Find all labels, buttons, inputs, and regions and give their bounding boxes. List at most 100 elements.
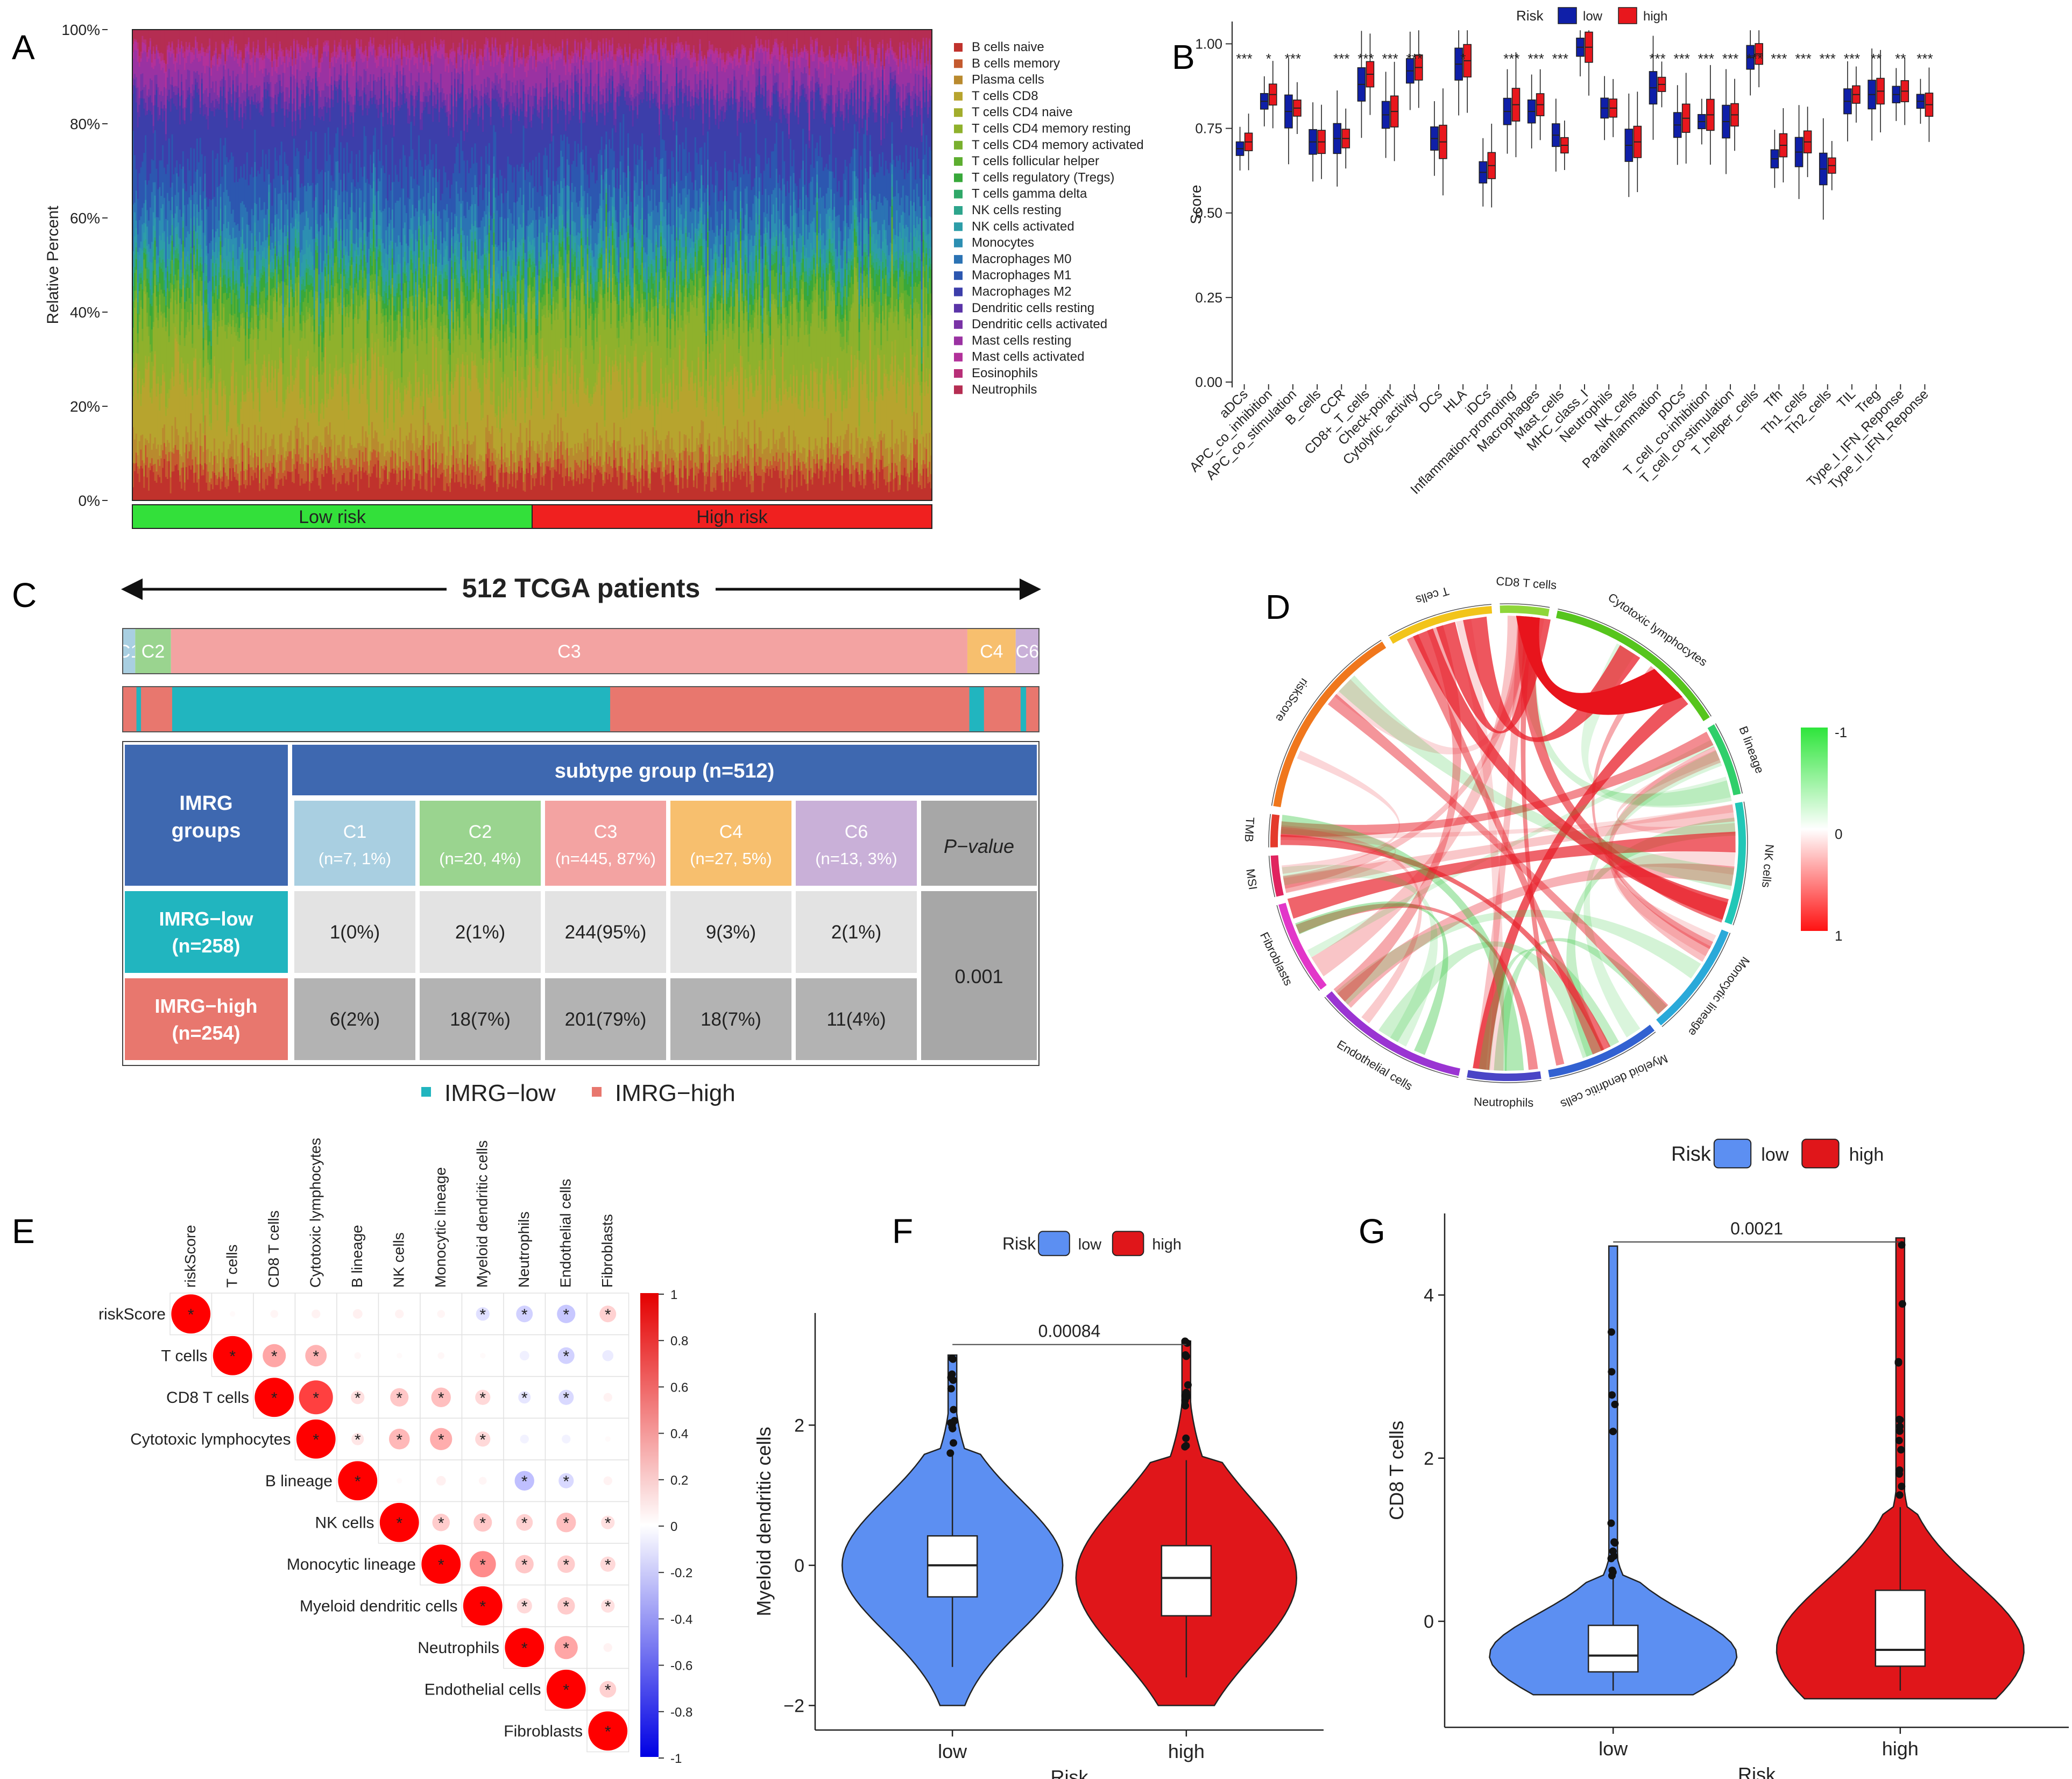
- bar-segment: [137, 455, 139, 467]
- bar-segment: [218, 285, 221, 299]
- bar-segment: [207, 66, 209, 97]
- bar-segment: [343, 58, 345, 81]
- bar-segment: [280, 30, 283, 49]
- bar-segment: [320, 252, 322, 273]
- bar-segment: [279, 479, 281, 501]
- bar-segment: [188, 197, 190, 234]
- bar-segment: [360, 348, 363, 357]
- bar-segment: [148, 58, 150, 89]
- bar-segment: [344, 124, 347, 129]
- bar-segment: [337, 102, 339, 128]
- bar-segment: [318, 425, 320, 454]
- bar-segment: [234, 238, 236, 266]
- bar-segment: [204, 290, 207, 303]
- bar-segment: [299, 323, 302, 330]
- bar-segment: [266, 168, 269, 209]
- bar-segment: [183, 482, 186, 491]
- bar-segment: [330, 62, 333, 77]
- bar-segment: [133, 30, 136, 39]
- bar-segment: [229, 277, 231, 287]
- bar-segment: [220, 30, 222, 54]
- bar-segment: [365, 216, 367, 241]
- bar-segment: [135, 298, 138, 354]
- bar-segment: [252, 480, 254, 501]
- bar-segment: [326, 253, 328, 266]
- bar-segment: [221, 320, 223, 327]
- bar-segment: [287, 117, 289, 166]
- bar-segment: [293, 51, 295, 76]
- bar-segment: [157, 281, 159, 292]
- bar-segment: [183, 345, 186, 382]
- bar-segment: [171, 241, 174, 260]
- bar-segment: [282, 56, 285, 62]
- bar-segment: [135, 247, 138, 259]
- bar-segment: [254, 222, 256, 236]
- bar-segment: [294, 30, 297, 59]
- bar-segment: [152, 46, 155, 52]
- bar-segment: [271, 365, 273, 439]
- bar-segment: [183, 51, 186, 58]
- bar-segment: [279, 257, 281, 265]
- bar-segment: [356, 291, 358, 306]
- bar-segment: [321, 57, 323, 62]
- bar-segment: [340, 235, 342, 250]
- bar-segment: [321, 90, 323, 110]
- bar-segment: [178, 69, 180, 88]
- bar-segment: [327, 51, 330, 87]
- bar-segment: [302, 301, 305, 316]
- bar-segment: [218, 66, 221, 98]
- bar-segment: [146, 245, 148, 254]
- bar-segment: [151, 403, 153, 450]
- bar-segment: [235, 464, 238, 480]
- bar-segment: [176, 334, 178, 342]
- bar-segment: [338, 444, 341, 458]
- bar-segment: [244, 119, 247, 180]
- bar-segment: [204, 173, 207, 199]
- bar-segment: [244, 401, 247, 470]
- bar-segment: [179, 238, 181, 263]
- bar-segment: [326, 160, 328, 214]
- bar-segment: [202, 451, 205, 470]
- bar-segment: [246, 376, 249, 441]
- bar-segment: [192, 273, 194, 283]
- bar-segment: [259, 254, 261, 270]
- bar-segment: [260, 449, 263, 469]
- bar-segment: [256, 241, 258, 270]
- bar-segment: [256, 456, 258, 468]
- bar-segment: [302, 89, 305, 103]
- bar-segment: [183, 124, 186, 183]
- bar-segment: [315, 72, 317, 79]
- bar-segment: [168, 342, 171, 390]
- bar-segment: [280, 108, 283, 142]
- bar-segment: [151, 67, 153, 81]
- bar-segment: [242, 252, 244, 267]
- bar-segment: [220, 54, 222, 59]
- bar-segment: [246, 364, 249, 377]
- bar-segment: [246, 470, 249, 485]
- bar-segment: [216, 228, 219, 258]
- bar-segment: [202, 47, 205, 52]
- bar-segment: [135, 290, 138, 299]
- bar-segment: [180, 321, 183, 358]
- bar-segment: [266, 295, 269, 300]
- bar-segment: [221, 410, 223, 453]
- bar-segment: [185, 467, 188, 501]
- bar-segment: [351, 469, 353, 501]
- bar-segment: [176, 248, 178, 259]
- bar-segment: [185, 444, 188, 468]
- bar-segment: [148, 49, 150, 59]
- bar-segment: [357, 229, 359, 248]
- bar-segment: [164, 424, 166, 443]
- bar-segment: [212, 263, 214, 277]
- bar-segment: [234, 331, 236, 393]
- bar-segment: [287, 285, 289, 299]
- bar-segment: [261, 97, 264, 108]
- bar-segment: [207, 325, 209, 345]
- bar-segment: [340, 451, 342, 465]
- bar-segment: [260, 468, 263, 501]
- bar-segment: [277, 30, 280, 51]
- bar-segment: [344, 218, 347, 246]
- bar-segment: [332, 66, 334, 91]
- bar-segment: [218, 272, 221, 285]
- bar-segment: [145, 115, 147, 136]
